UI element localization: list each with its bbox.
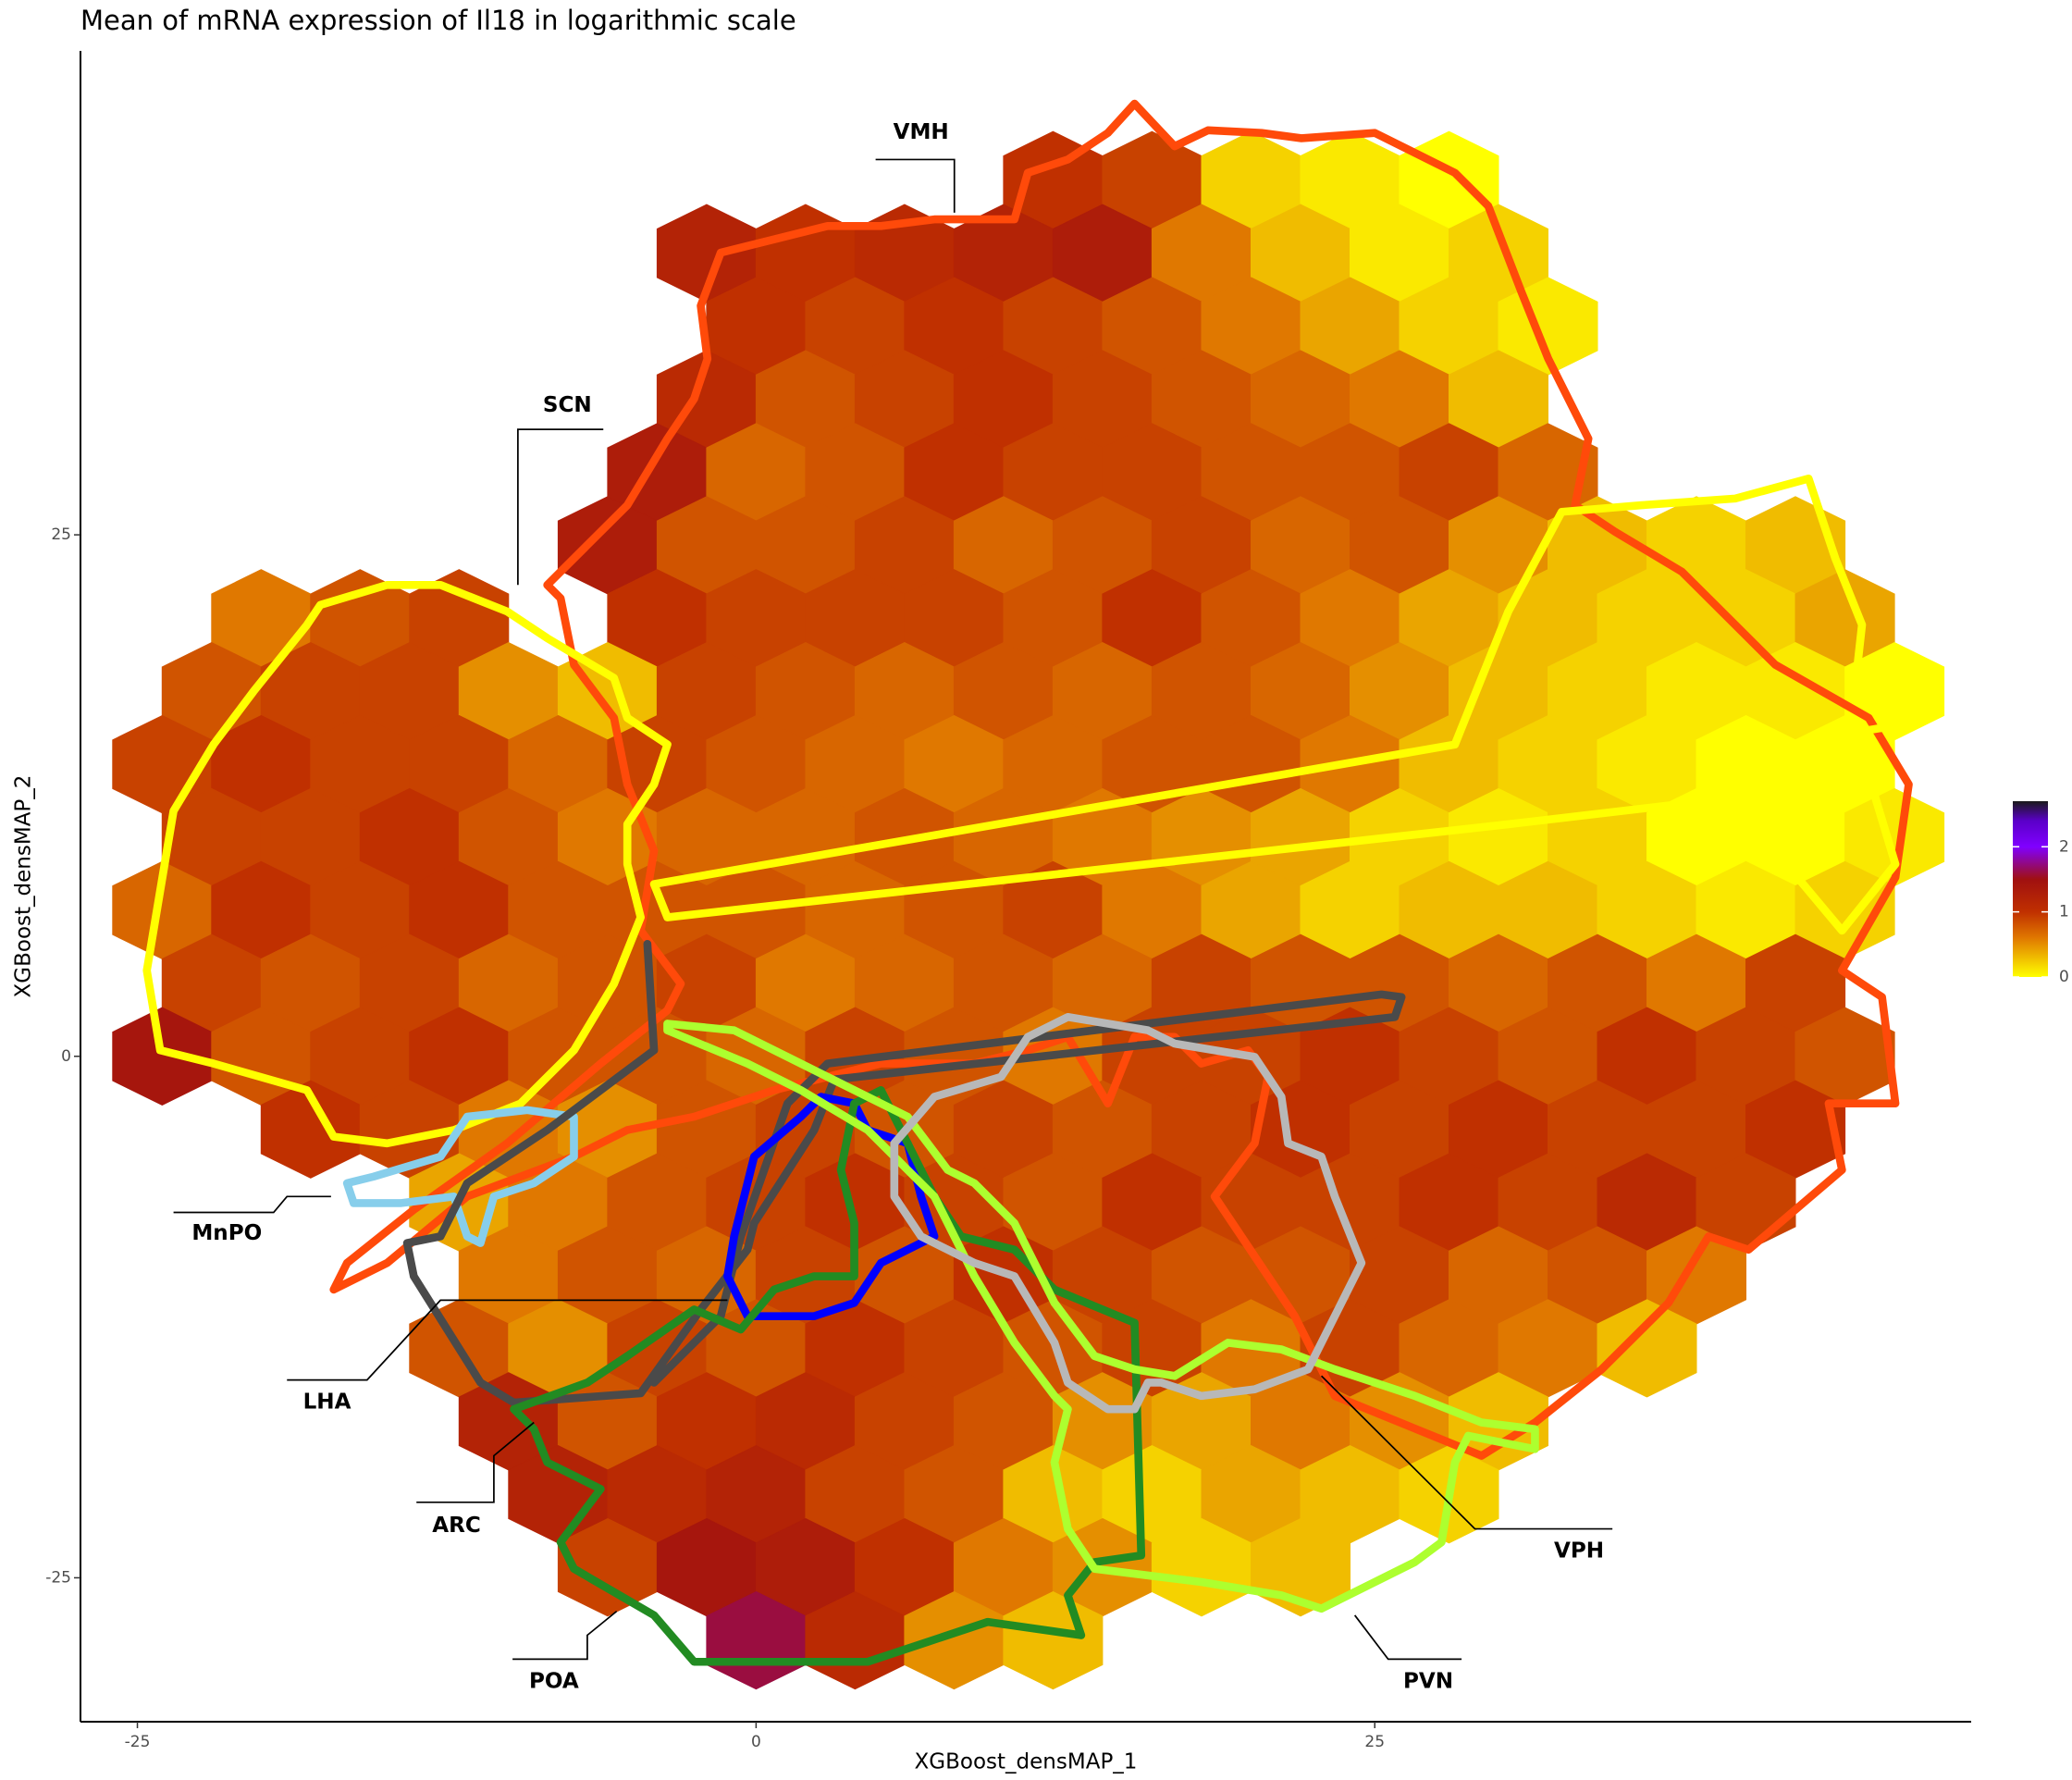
region-outline xyxy=(402,939,1406,1407)
leader-line xyxy=(1353,1614,1462,1661)
x-tick-label: 25 xyxy=(1364,1733,1385,1751)
colorbar-tick-label: 2 xyxy=(2059,837,2069,856)
region-label: ARC xyxy=(432,1514,481,1538)
leader-line xyxy=(875,158,956,213)
leader-line xyxy=(416,1421,535,1503)
leader-line xyxy=(173,1195,331,1214)
region-label: VPH xyxy=(1554,1539,1604,1564)
colorbar-tick-label: 1 xyxy=(2059,903,2069,921)
y-axis-title: XGBoost_densMAP_2 xyxy=(12,775,36,998)
region-label: SCN xyxy=(543,393,592,417)
leader-line xyxy=(1320,1375,1613,1530)
x-tick-label: -25 xyxy=(125,1733,151,1751)
axes: -25 0 25 -25 0 25 XGBoost_densMAP_1 XGBoost_den… xyxy=(12,51,1971,1774)
region-label: MnPO xyxy=(191,1221,262,1245)
colorbar-gradient xyxy=(2013,801,2048,977)
hex-cell xyxy=(1597,1299,1697,1398)
region-labels: VMH SCN MnPO LHA ARC POA VPH PVN xyxy=(191,120,1604,1693)
region-outline xyxy=(142,580,672,1148)
hex-layer xyxy=(112,130,1945,1690)
leader-line xyxy=(512,1610,618,1661)
region-label: POA xyxy=(529,1669,579,1693)
region-outline xyxy=(342,1106,578,1247)
y-tick-label: -25 xyxy=(45,1568,71,1587)
x-tick-label: 0 xyxy=(751,1733,761,1751)
chart-title: Mean of mRNA expression of Il18 in logar… xyxy=(80,5,796,36)
leader-line xyxy=(517,428,604,586)
region-outline xyxy=(663,1020,1539,1613)
region-outline xyxy=(649,475,1920,935)
x-axis-title: XGBoost_densMAP_1 xyxy=(915,1750,1138,1774)
y-tick-label: 0 xyxy=(61,1047,71,1066)
region-label: PVN xyxy=(1403,1669,1453,1693)
region-outlines: VMH SCN MnPO LHA ARC POA VPH PVN xyxy=(142,99,1920,1693)
region-label: LHA xyxy=(303,1391,352,1415)
y-tick-label: 25 xyxy=(51,525,71,544)
region-outline xyxy=(510,1086,1146,1666)
region-outline xyxy=(890,1012,1366,1414)
region-label: VMH xyxy=(894,120,949,144)
colorbar-tick-label: 0 xyxy=(2059,968,2069,986)
colorbar: 0 1 2 xyxy=(2013,801,2069,986)
leader-line xyxy=(287,1299,728,1381)
